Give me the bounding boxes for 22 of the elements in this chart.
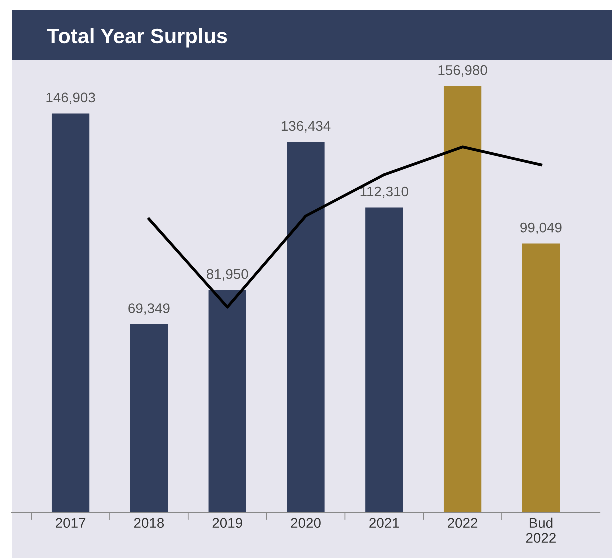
x-tick-label: 2017 [56,518,86,528]
bar [287,142,325,513]
bar [366,208,404,513]
data-label: 156,980 [438,65,488,77]
bar [522,244,560,513]
bar [130,324,168,513]
x-tick-label: 2021 [370,518,400,528]
x-tick-label: 2022 [448,518,478,528]
data-label: 69,349 [128,304,170,316]
x-tick-label: 2019 [212,518,242,528]
data-label: 136,434 [282,121,331,133]
data-label: 99,049 [520,222,562,234]
x-tick-label: 2018 [134,518,164,528]
chart-title: Total Year Surplus [47,28,228,48]
bar [52,114,90,513]
bar [208,290,246,513]
bar [444,86,482,513]
data-label: 81,950 [206,269,248,281]
x-tick-label: Bud 2022 [526,518,556,544]
data-label: 112,310 [360,186,408,198]
data-label: 146,903 [46,92,96,104]
x-tick-label: 2020 [291,518,321,528]
